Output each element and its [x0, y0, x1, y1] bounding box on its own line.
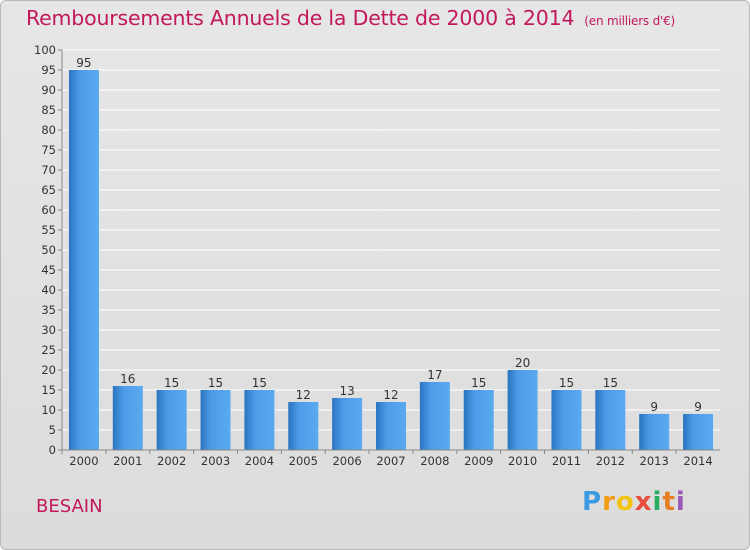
bar-value-label: 9: [650, 400, 658, 414]
y-tick-label: 5: [49, 423, 56, 437]
bar: [507, 370, 538, 450]
x-tick-label: 2008: [420, 454, 449, 468]
y-tick-label: 50: [41, 243, 56, 257]
x-tick-label: 2000: [69, 454, 98, 468]
bar: [683, 414, 714, 450]
x-tick-label: 2014: [683, 454, 712, 468]
y-tick-label: 40: [41, 283, 56, 297]
bar: [112, 386, 143, 450]
bar-value-label: 12: [296, 388, 311, 402]
x-tick-label: 2005: [289, 454, 318, 468]
bar: [156, 390, 187, 450]
bar-value-label: 12: [383, 388, 398, 402]
chart-title-text: Remboursements Annuels de la Dette de 20…: [26, 6, 575, 30]
x-tick-label: 2003: [201, 454, 230, 468]
x-tick-label: 2013: [640, 454, 669, 468]
bars: [68, 70, 714, 450]
x-tick-label: 2007: [376, 454, 405, 468]
bar-value-label: 9: [694, 400, 702, 414]
y-tick-label: 60: [41, 203, 56, 217]
y-tick-label: 75: [41, 143, 56, 157]
bar-value-label: 15: [208, 376, 223, 390]
axes: [61, 50, 720, 451]
bar: [463, 390, 494, 450]
bar: [419, 382, 450, 450]
y-tick-label: 30: [41, 323, 56, 337]
bar: [200, 390, 231, 450]
bar-value-label: 15: [559, 376, 574, 390]
bar-value-label: 15: [603, 376, 618, 390]
bar-value-label: 13: [339, 384, 354, 398]
x-tick-label: 2009: [464, 454, 493, 468]
y-tick-label: 90: [41, 83, 56, 97]
chart-title: Remboursements Annuels de la Dette de 20…: [26, 6, 675, 30]
y-tick-label: 10: [41, 403, 56, 417]
bar-value-label: 15: [164, 376, 179, 390]
bar-value-label: 17: [427, 368, 442, 382]
y-tick-label: 20: [41, 363, 56, 377]
bar: [376, 402, 406, 450]
y-tick-label: 55: [41, 223, 56, 237]
x-tick-label: 2001: [113, 454, 142, 468]
y-tick-label: 80: [41, 123, 56, 137]
x-tick-label: 2010: [508, 454, 537, 468]
x-tick-label: 2011: [552, 454, 581, 468]
y-tick-label: 45: [41, 263, 56, 277]
y-tick-label: 100: [34, 43, 56, 57]
y-tick-label: 35: [41, 303, 56, 317]
chart-subtitle: (en milliers d'€): [584, 14, 676, 28]
bar: [288, 402, 319, 450]
bar-value-label: 95: [76, 56, 91, 70]
bar-value-label: 16: [120, 372, 135, 386]
bar: [244, 390, 275, 450]
y-tick-label: 95: [41, 63, 56, 77]
y-axis-ticks: 0 5 10 15 20 25 30 35 40 45 50 55 60 65 70 75 80 85 90 95 10…: [34, 43, 62, 457]
y-tick-label: 25: [41, 343, 56, 357]
y-tick-label: 70: [41, 163, 56, 177]
y-tick-label: 85: [41, 103, 56, 117]
place-name: BESAIN: [36, 496, 103, 517]
x-axis-ticks: 2000 2001 2002 2003 2004 2005 2006 2007 2008 2009…: [61, 450, 713, 468]
x-tick-label: 2002: [157, 454, 186, 468]
bar: [68, 70, 99, 450]
bar-value-label: 15: [471, 376, 486, 390]
bar: [551, 390, 582, 450]
bar: [332, 398, 363, 450]
x-tick-label: 2004: [245, 454, 274, 468]
bar: [595, 390, 626, 450]
y-tick-label: 65: [41, 183, 56, 197]
value-labels: 95 16 15 15 15 12 13 12 17 15 20 15 15 9 9: [76, 56, 702, 414]
bar: [639, 414, 670, 450]
proxiti-logo: Proxiti: [582, 487, 686, 517]
x-tick-label: 2006: [332, 454, 361, 468]
bar-value-label: 20: [515, 356, 530, 370]
bar-value-label: 15: [252, 376, 267, 390]
y-tick-label: 0: [49, 443, 56, 457]
y-tick-label: 15: [41, 383, 56, 397]
x-tick-label: 2012: [596, 454, 625, 468]
